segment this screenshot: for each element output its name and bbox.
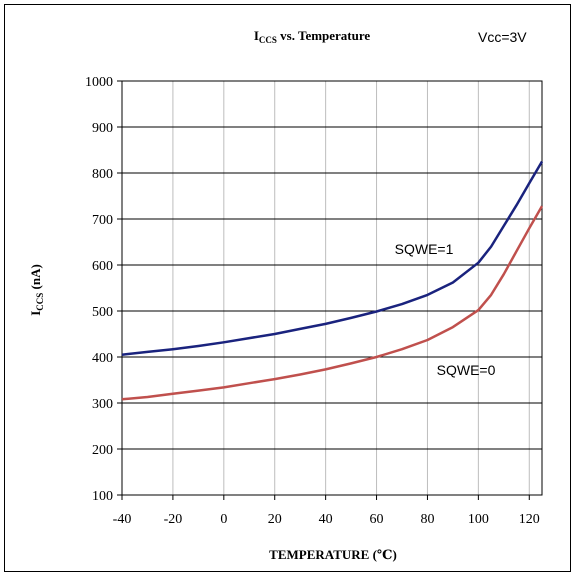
y-axis-label: ICCS (nA)	[28, 264, 45, 316]
series-label-1: SQWE=1	[395, 241, 454, 257]
plot-area	[121, 80, 543, 496]
x-tick-label: -20	[164, 512, 183, 527]
y-tick-label: 1000	[85, 75, 113, 90]
x-tick-label: 0	[220, 512, 227, 527]
y-tick-label: 100	[92, 489, 113, 504]
y-tick-label: 200	[92, 443, 113, 458]
y-tick-label: 600	[92, 259, 113, 274]
x-tick-label: 80	[420, 512, 434, 527]
y-tick-label: 500	[92, 305, 113, 320]
x-tick-label: 60	[370, 512, 384, 527]
series-line-1	[121, 160, 544, 356]
y-axis-ticks: 100 200 300 400 500 600 700 800 900 1000	[85, 75, 122, 504]
x-tick-label: 20	[268, 512, 282, 527]
y-tick-label: 700	[92, 213, 113, 228]
x-axis-label: TEMPERATURE (℃)	[269, 547, 397, 562]
series-line-2	[121, 205, 544, 401]
chart-frame	[4, 4, 571, 572]
ylabel-rest: (nA)	[28, 264, 43, 293]
title-rest: vs. Temperature	[277, 28, 371, 43]
series-labels: SQWE=1 SQWE=0	[395, 241, 496, 378]
x-axis-ticks: -40 -20 0 20 40 60 80 100 120	[113, 495, 540, 527]
ylabel-main: I	[28, 311, 43, 316]
ylabel-sub: CCS	[35, 293, 45, 311]
y-tick-label: 900	[92, 121, 113, 136]
x-tick-label: 40	[319, 512, 333, 527]
chart-title: ICCS vs. Temperature	[254, 28, 371, 45]
x-tick-label: -40	[113, 512, 132, 527]
x-tick-label: 100	[468, 512, 489, 527]
grid	[122, 81, 542, 495]
condition-label: Vcc=3V	[478, 29, 527, 45]
y-tick-label: 400	[92, 351, 113, 366]
y-tick-label: 300	[92, 397, 113, 412]
x-tick-label: 120	[519, 512, 540, 527]
series-label-2: SQWE=0	[437, 362, 496, 378]
title-sub: CCS	[259, 35, 277, 45]
title-main: I	[254, 28, 259, 43]
series-lines	[121, 160, 544, 401]
y-tick-label: 800	[92, 167, 113, 182]
